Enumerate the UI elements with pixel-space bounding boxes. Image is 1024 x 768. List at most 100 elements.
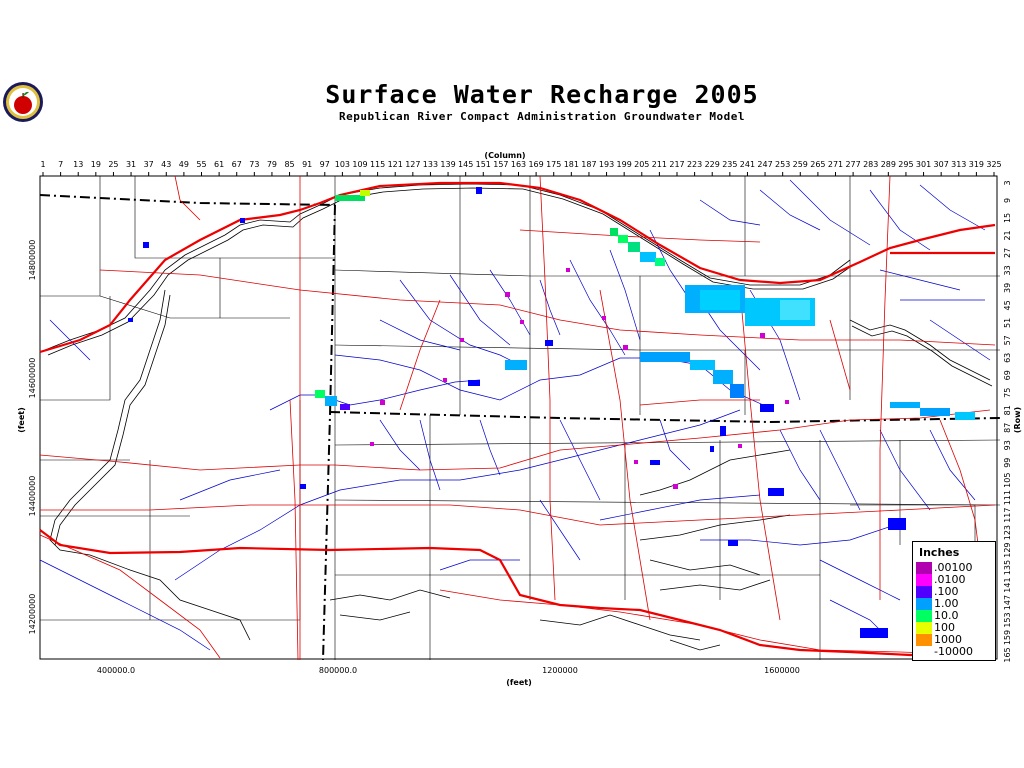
column-tick-label: 205	[634, 160, 649, 169]
map-title: Surface Water Recharge 2005	[325, 80, 759, 109]
row-tick-labels: 3915212733394551576369758187939910511111…	[1003, 180, 1012, 662]
legend-label: -10000	[934, 645, 973, 658]
column-tick-label: 19	[91, 160, 101, 169]
row-tick-label: 165	[1003, 647, 1012, 662]
legend-item: .0100	[916, 574, 994, 586]
x-tick-label: 800000.0	[319, 666, 357, 675]
column-tick-label: 253	[775, 160, 790, 169]
y-tick-label: 14400000	[28, 476, 37, 517]
row-tick-label: 45	[1003, 300, 1012, 310]
row-tick-label: 9	[1003, 198, 1012, 203]
legend-item: 10.0	[916, 610, 994, 622]
legend-label: 1.00	[934, 597, 959, 610]
legend-item: .00100	[916, 562, 994, 574]
row-tick-label: 153	[1003, 612, 1012, 627]
column-axis-label: (Column)	[484, 151, 525, 160]
column-tick-label: 85	[284, 160, 294, 169]
column-tick-label: 139	[440, 160, 455, 169]
legend-label: 100	[934, 621, 955, 634]
column-tick-label: 319	[969, 160, 984, 169]
row-tick-label: 39	[1003, 283, 1012, 293]
column-tick-label: 37	[144, 160, 154, 169]
row-tick-label: 123	[1003, 525, 1012, 540]
column-tick-label: 79	[267, 160, 277, 169]
x-tick-label: 1200000	[542, 666, 578, 675]
legend-swatch	[916, 610, 932, 622]
row-tick-label: 99	[1003, 458, 1012, 468]
column-tick-label: 145	[458, 160, 473, 169]
legend-label: 1000	[934, 633, 962, 646]
legend-item: -10000	[916, 646, 994, 658]
legend-swatch	[916, 598, 932, 610]
legend-swatch	[916, 646, 932, 658]
column-tick-label: 67	[232, 160, 242, 169]
water-bodies	[128, 187, 906, 638]
y-tick-label: 14800000	[28, 240, 37, 281]
y-tick-label: 14600000	[28, 358, 37, 399]
row-tick-label: 105	[1003, 473, 1012, 488]
column-tick-label: 187	[581, 160, 596, 169]
column-tick-label: 61	[214, 160, 224, 169]
row-tick-label: 75	[1003, 388, 1012, 398]
column-tick-label: 217	[669, 160, 684, 169]
legend-item: 1000	[916, 634, 994, 646]
column-tick-label: 49	[179, 160, 189, 169]
row-tick-label: 15	[1003, 213, 1012, 223]
column-tick-label: 325	[986, 160, 1001, 169]
column-tick-label: 193	[599, 160, 614, 169]
row-tick-label: 87	[1003, 423, 1012, 433]
column-tick-label: 103	[335, 160, 350, 169]
row-tick-label: 63	[1003, 353, 1012, 363]
column-tick-label: 241	[740, 160, 755, 169]
column-tick-label: 133	[423, 160, 438, 169]
legend-item: 1.00	[916, 598, 994, 610]
x-tick-label: 1600000	[764, 666, 800, 675]
row-tick-label: 147	[1003, 595, 1012, 610]
column-tick-label: 307	[934, 160, 949, 169]
legend-label: 10.0	[934, 609, 959, 622]
legend-swatch	[916, 574, 932, 586]
row-tick-label: 141	[1003, 577, 1012, 592]
highways	[39, 181, 996, 657]
legend-item: .100	[916, 586, 994, 598]
column-tick-label: 295	[898, 160, 913, 169]
column-tick-label: 223	[687, 160, 702, 169]
column-tick-label: 301	[916, 160, 931, 169]
column-tick-label: 157	[493, 160, 508, 169]
column-ticks	[42, 172, 995, 176]
column-tick-label: 211	[652, 160, 667, 169]
row-axis-label: (Row)	[1013, 407, 1022, 433]
column-tick-label: 229	[705, 160, 720, 169]
column-tick-label: 91	[302, 160, 312, 169]
row-tick-label: 81	[1003, 405, 1012, 415]
left-axis-label: (feet)	[17, 407, 26, 432]
column-tick-label: 7	[58, 160, 63, 169]
column-tick-label: 127	[405, 160, 420, 169]
x-tick-label: 400000.0	[97, 666, 135, 675]
row-tick-label: 69	[1003, 370, 1012, 380]
column-tick-label: 73	[249, 160, 259, 169]
legend-swatch	[916, 634, 932, 646]
low-recharge-cells	[370, 268, 789, 489]
row-tick-label: 93	[1003, 440, 1012, 450]
column-tick-label: 31	[126, 160, 136, 169]
bottom-axis-label: (feet)	[506, 678, 531, 687]
column-tick-label: 289	[881, 160, 896, 169]
x-tick-labels: 400000.0 800000.0 1200000 1600000	[97, 666, 800, 675]
row-tick-label: 129	[1003, 542, 1012, 557]
column-tick-label: 13	[73, 160, 83, 169]
legend-item: 100	[916, 622, 994, 634]
column-tick-label: 271	[828, 160, 843, 169]
state-boundary	[39, 194, 1001, 661]
row-tick-label: 135	[1003, 560, 1012, 575]
column-tick-label: 265	[810, 160, 825, 169]
recharge-cells	[315, 190, 975, 420]
legend-title: Inches	[919, 546, 960, 559]
row-tick-label: 3	[1003, 180, 1012, 185]
row-tick-label: 111	[1003, 490, 1012, 505]
row-tick-label: 51	[1003, 318, 1012, 328]
column-tick-label: 151	[476, 160, 491, 169]
column-tick-label: 181	[564, 160, 579, 169]
row-tick-label: 159	[1003, 630, 1012, 645]
